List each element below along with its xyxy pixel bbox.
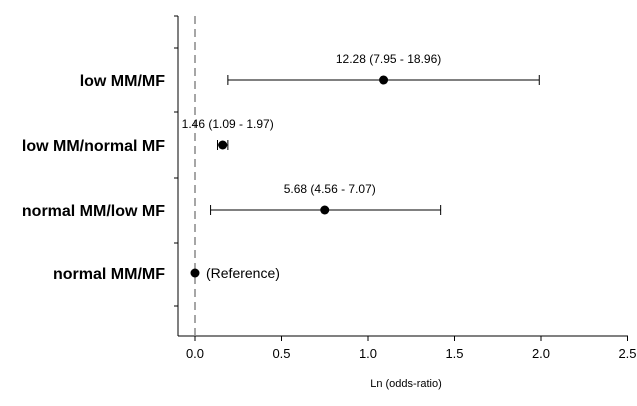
chart-axes: [174, 15, 628, 337]
x-tick-label: 1.0: [359, 346, 377, 361]
estimate-label: 1.46 (1.09 - 1.97): [182, 117, 274, 131]
x-tick-group: 0.0 0.5 1.0 1.5 2.0 2.5: [186, 336, 637, 361]
estimate-label: 5.68 (4.56 - 7.07): [284, 182, 376, 196]
x-axis-title: Ln (odds-ratio): [370, 378, 442, 390]
x-tick-label: 2.5: [618, 346, 636, 361]
x-tick-label: 2.0: [532, 346, 550, 361]
x-tick-label: 0.0: [186, 346, 204, 361]
x-tick-label: 1.5: [445, 346, 463, 361]
reference-point: [190, 268, 200, 278]
estimate-point: [218, 140, 228, 150]
estimate-label: 12.28 (7.95 - 18.96): [336, 52, 441, 66]
category-label: low MM/normal MF: [22, 138, 165, 155]
x-tick-label: 0.5: [272, 346, 290, 361]
reference-label: (Reference): [206, 265, 280, 281]
estimate-point: [320, 205, 330, 215]
category-labels: low MM/MF low MM/normal MF normal MM/low M…: [22, 73, 165, 283]
category-label: normal MM/MF: [53, 266, 165, 283]
category-label: normal MM/low MF: [22, 203, 165, 220]
category-label: low MM/MF: [80, 73, 166, 90]
data-marks: 12.28 (7.95 - 18.96) 1.46 (1.09 - 1.97) 5.…: [182, 52, 540, 281]
estimate-point: [379, 75, 389, 85]
